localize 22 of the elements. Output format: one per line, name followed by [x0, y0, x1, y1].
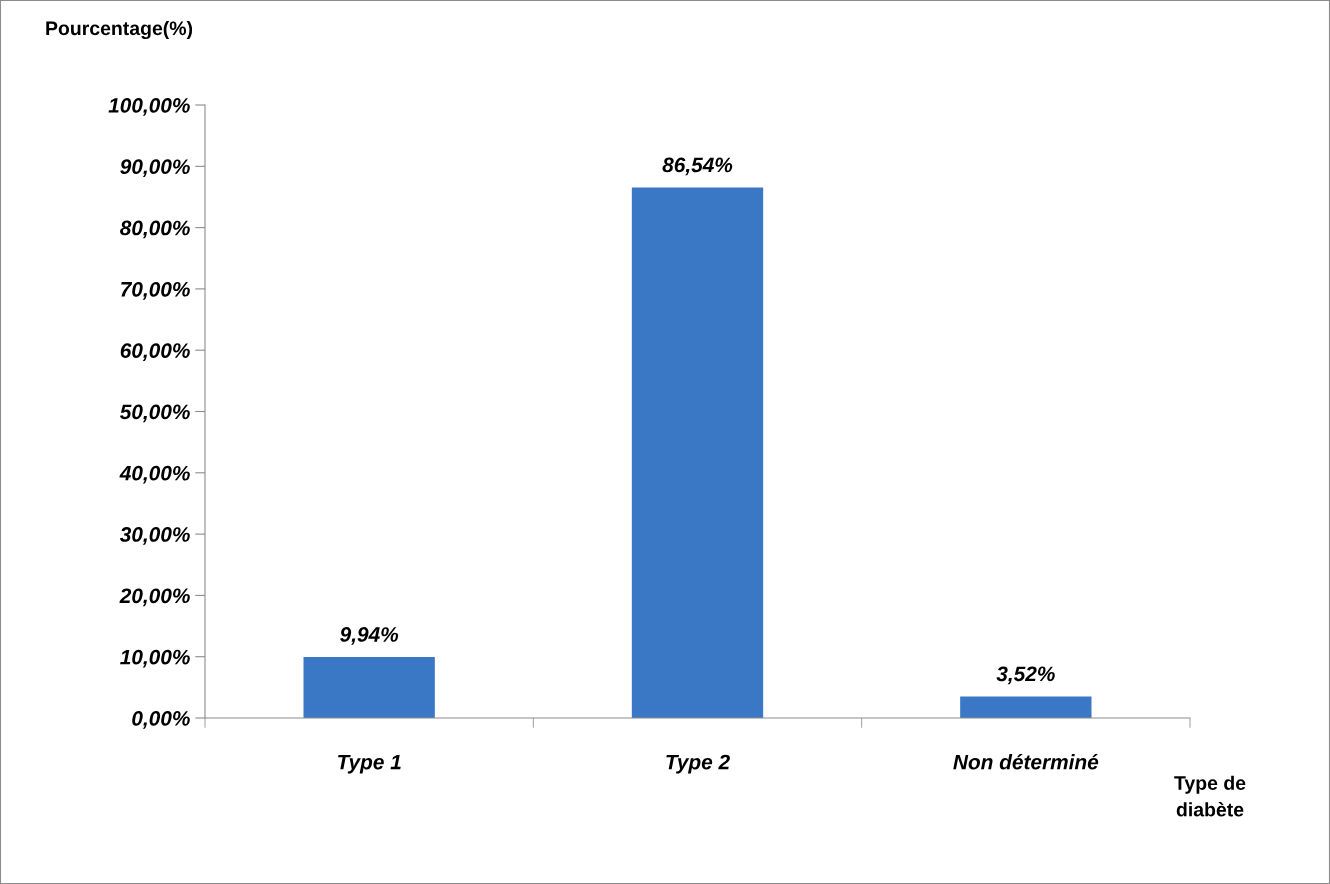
y-tick-label: 90,00% — [120, 159, 190, 178]
bar — [960, 696, 1092, 718]
y-tick-label: 20,00% — [119, 588, 190, 607]
y-tick-label: 70,00% — [121, 281, 190, 300]
x-axis-title: Type de diabète — [1174, 775, 1246, 817]
data-label: 9,94% — [340, 627, 399, 645]
data-label: 86,54% — [662, 157, 733, 176]
y-tick-label: 10,00% — [120, 649, 190, 668]
x-tick-label: Non déterminé — [953, 753, 1099, 770]
x-tick-label: Type 2 — [666, 754, 730, 774]
y-tick-label: 60,00% — [120, 343, 190, 361]
y-tick-label: 0,00% — [132, 711, 190, 729]
y-axis-title: Pourcentage(%) — [46, 20, 193, 40]
y-tick-label: 80,00% — [120, 220, 190, 239]
y-tick-label: 30,00% — [119, 527, 190, 545]
y-tick-label: 50,00% — [119, 404, 190, 423]
bar — [303, 657, 435, 718]
bar — [631, 187, 764, 718]
data-label: 3,52% — [996, 666, 1055, 685]
y-tick-label: 100,00% — [108, 98, 190, 116]
y-tick-label: 40,00% — [119, 465, 190, 484]
x-tick-label: Type 1 — [338, 754, 401, 774]
